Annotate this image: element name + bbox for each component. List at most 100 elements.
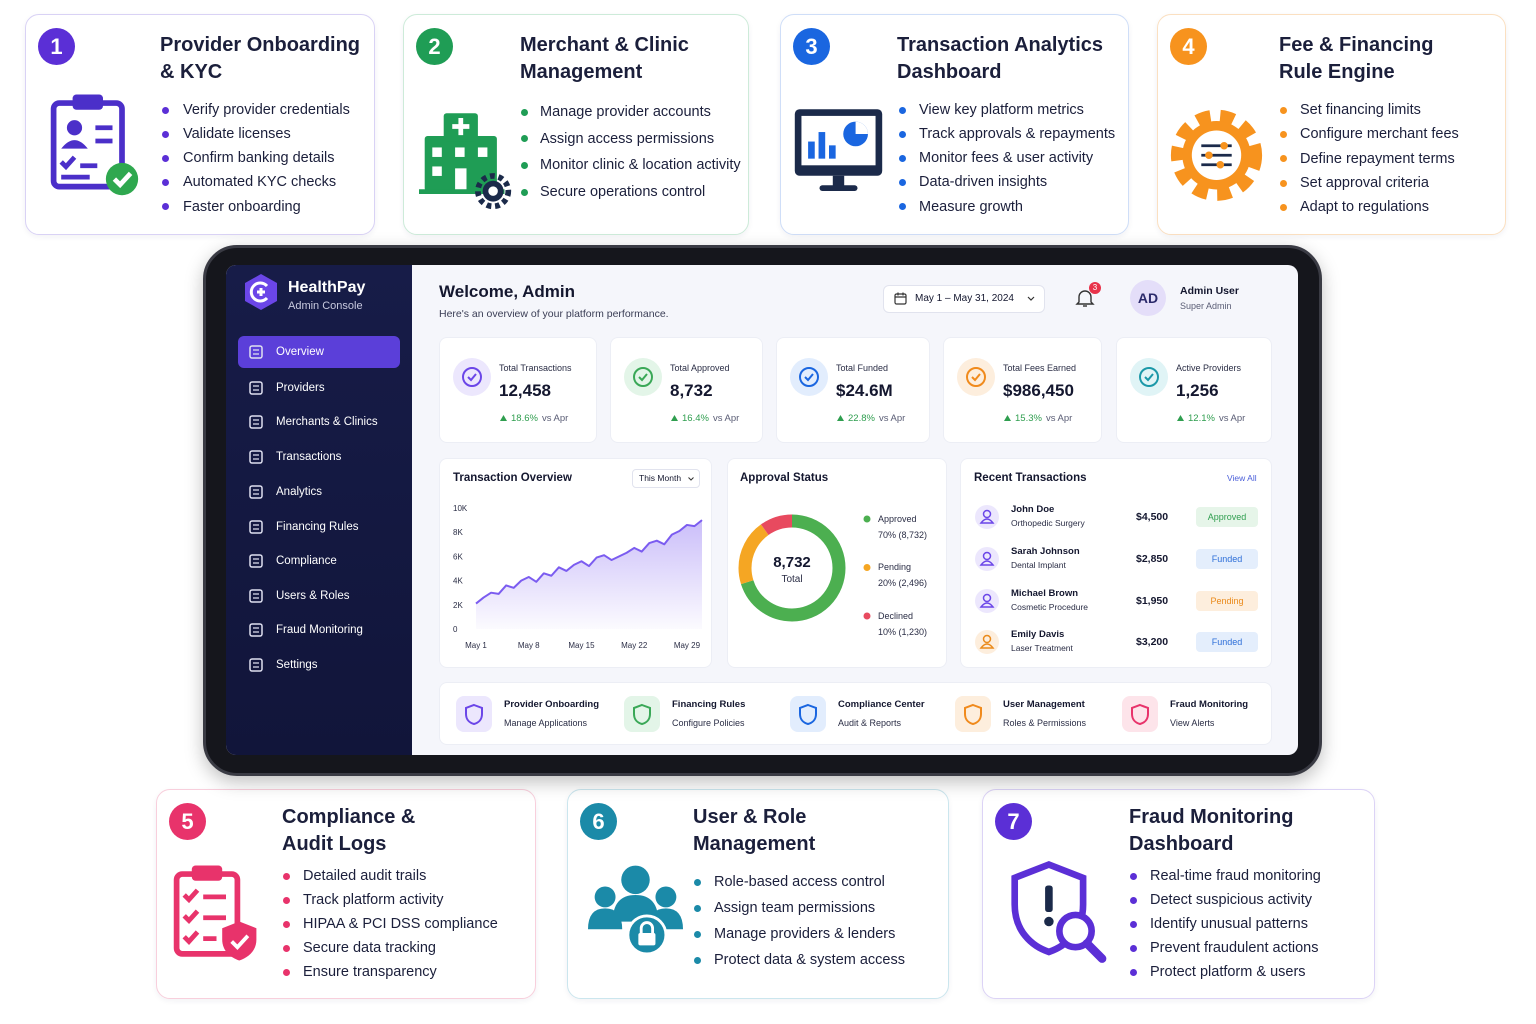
icon-shape — [432, 147, 442, 157]
welcome: Welcome, Admin — [439, 282, 576, 302]
quick-link-icon[interactable] — [624, 696, 660, 732]
nav-item[interactable]: Overview — [276, 345, 324, 358]
icon-shape — [1004, 415, 1011, 421]
feature-number: 4 — [1170, 28, 1207, 65]
period-select[interactable] — [632, 469, 700, 488]
quick-link-icon[interactable] — [1122, 696, 1158, 732]
feature-title: Dashboard — [1129, 833, 1234, 855]
value-label: 70% (8,732) — [878, 529, 928, 540]
bullet — [1129, 944, 1137, 952]
nav-item[interactable]: Transactions — [276, 450, 342, 463]
nav-item[interactable]: Compliance — [276, 554, 337, 567]
feature-number: 2 — [416, 28, 453, 65]
quick-link-title[interactable]: Compliance Center — [838, 699, 925, 711]
icon-shape — [979, 560, 995, 566]
view-all[interactable]: View All — [1227, 473, 1257, 484]
icon-shape — [624, 358, 662, 396]
bullet — [282, 968, 290, 976]
icon-shape — [588, 908, 623, 930]
icon-shape — [819, 185, 858, 191]
icon-shape — [249, 520, 263, 534]
icon-shape — [1220, 141, 1228, 150]
icon-shape — [253, 593, 259, 599]
quick-link-title[interactable]: Financing Rules — [672, 699, 746, 711]
bell[interactable] — [1075, 288, 1095, 308]
up-arrow — [1004, 415, 1011, 421]
icon-shape — [1044, 916, 1054, 927]
feature-icon — [588, 865, 683, 956]
feature-item: HIPAA & PCI DSS compliance — [303, 915, 498, 932]
row-detail: Cosmetic Procedure — [1011, 602, 1089, 613]
row-amount: $2,850 — [1136, 552, 1169, 565]
nav-item[interactable]: Analytics — [276, 485, 323, 498]
quick-link-icon[interactable] — [790, 696, 826, 732]
icon-shape — [253, 349, 259, 355]
quick-link-subtitle: Roles & Permissions — [1003, 717, 1087, 728]
bullet — [1129, 896, 1137, 904]
kpi-icon — [790, 358, 828, 396]
quick-link-icon[interactable] — [955, 696, 991, 732]
kpi-label: Total Approved — [670, 362, 730, 373]
kpi-icon — [1130, 358, 1168, 396]
icon-shape — [790, 696, 826, 732]
nav-item[interactable]: Providers — [276, 381, 325, 394]
kpi-change-value: 18.6% — [511, 413, 538, 424]
bullet — [1129, 968, 1137, 976]
chevron — [688, 477, 694, 481]
nav-icon — [249, 520, 263, 534]
feature-item: View key platform metrics — [919, 101, 1084, 118]
nav-item[interactable]: Users & Roles — [276, 589, 350, 602]
icon-shape — [837, 415, 844, 421]
feature-number: 5 — [169, 803, 206, 840]
quick-link-title[interactable]: Provider Onboarding — [504, 699, 600, 711]
feature-item: Set approval criteria — [1300, 175, 1429, 192]
icon-shape — [808, 141, 815, 159]
bullet — [520, 108, 528, 116]
nav-item[interactable]: Fraud Monitoring — [276, 623, 363, 636]
date-picker[interactable] — [883, 285, 1045, 313]
quick-link-title[interactable]: User Management — [1003, 699, 1085, 711]
quick-link-subtitle: View Alerts — [1170, 717, 1215, 728]
feature-item: Faster onboarding — [183, 198, 301, 215]
feature-title: & KYC — [160, 61, 223, 83]
icon-shape — [112, 171, 133, 189]
feature-number: 6 — [580, 803, 617, 840]
icon-shape — [971, 373, 981, 382]
feature-item: Detect suspicious activity — [1150, 891, 1312, 908]
quick-link-title[interactable]: Fraud Monitoring — [1170, 699, 1249, 711]
icon-shape — [253, 489, 259, 495]
feature-item: Measure growth — [919, 198, 1023, 215]
quick-link-icon[interactable] — [456, 696, 492, 732]
icon-shape — [633, 367, 653, 387]
icon-shape — [1139, 367, 1159, 387]
icon-shape — [804, 373, 814, 382]
icon-shape — [1027, 296, 1035, 301]
nav-item[interactable]: Merchants & Clinics — [276, 415, 378, 428]
icon-shape — [829, 145, 836, 159]
feature-item: Manage providers & lenders — [714, 925, 896, 942]
row-icon — [975, 547, 999, 571]
row-name: Emily Davis — [1011, 629, 1065, 641]
status-badge: Funded — [1196, 632, 1258, 652]
nav-item[interactable]: Settings — [276, 658, 318, 671]
kpi-value: 12,458 — [499, 381, 551, 401]
icon-shape — [456, 696, 492, 732]
feature-title: Dashboard — [897, 61, 1002, 83]
feature-item: Ensure transparency — [303, 963, 437, 980]
feature-title: Compliance & — [282, 806, 416, 828]
feature-title: Provider Onboarding — [160, 34, 361, 56]
icon-shape — [1170, 109, 1263, 201]
icon-shape — [624, 696, 660, 732]
icon-shape — [964, 703, 982, 726]
nav-item[interactable]: Financing Rules — [276, 520, 359, 533]
bullet — [1129, 872, 1137, 880]
status-badge: Approved — [1196, 507, 1258, 527]
nav-icon — [249, 589, 263, 603]
bullet — [898, 130, 906, 138]
row-amount: $3,200 — [1136, 635, 1169, 648]
feature-item: Detailed audit trails — [303, 867, 427, 884]
center-label: Total — [781, 574, 803, 585]
icon-shape — [1177, 415, 1184, 421]
icon-shape — [979, 602, 995, 608]
nav-icon — [249, 381, 263, 395]
